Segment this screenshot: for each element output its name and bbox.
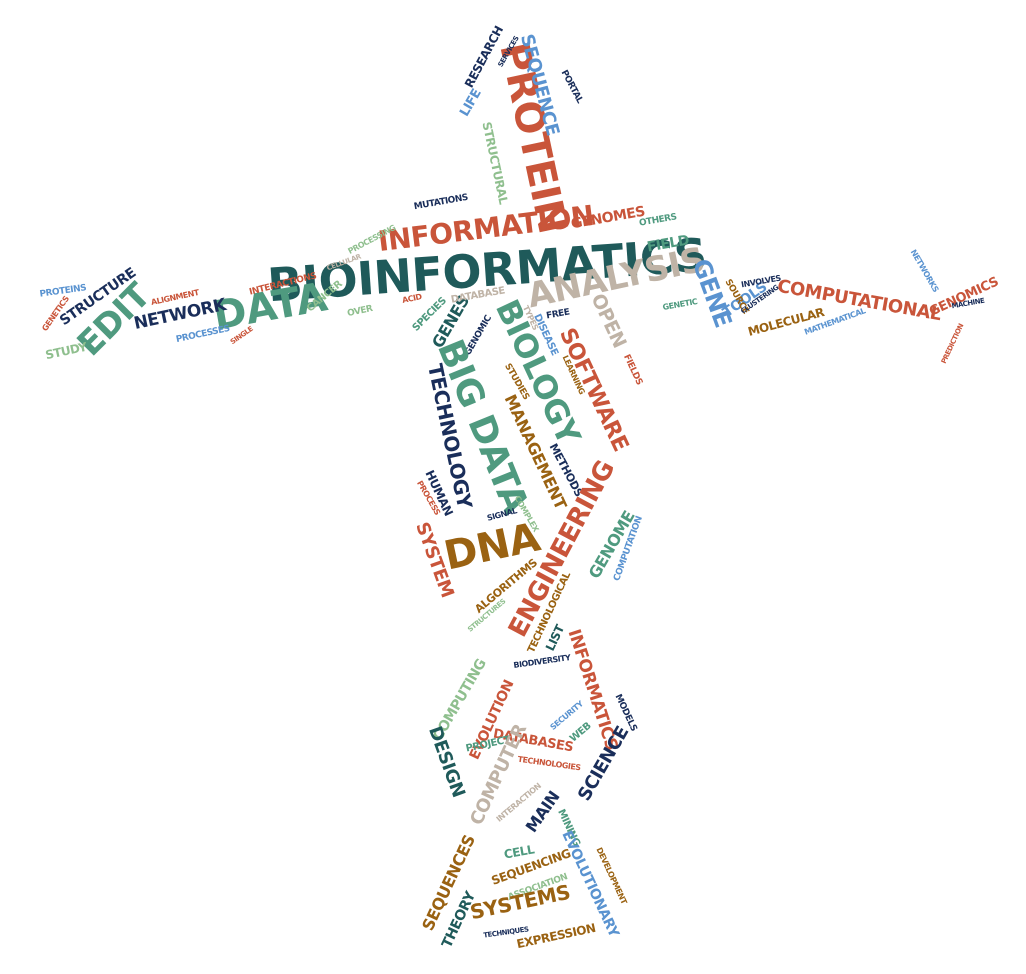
cloud-word: TECHNOLOGIES xyxy=(517,754,582,773)
cloud-word: MUTATIONS xyxy=(413,192,469,213)
cloud-word: PORTAL xyxy=(558,68,585,105)
cloud-word: DESIGN xyxy=(423,723,469,801)
cloud-word: GENOMICS xyxy=(927,274,1001,320)
cloud-word: CELL xyxy=(502,842,536,862)
cloud-word: OVER xyxy=(346,303,374,320)
cloud-word: LIFE xyxy=(457,86,485,120)
cloud-word: FREE xyxy=(545,307,571,322)
cloud-word: FIELDS xyxy=(621,353,644,387)
cloud-word: STUDY xyxy=(44,339,88,363)
cloud-word: GENETIC xyxy=(661,297,698,312)
cloud-word: OPEN xyxy=(586,290,631,352)
cloud-word: PROCESSES xyxy=(175,323,231,346)
cloud-word: NETWORKS xyxy=(908,247,941,294)
cloud-word: SEQUENCES xyxy=(418,832,479,934)
cloud-word: ACID xyxy=(401,292,423,305)
cloud-word: STRUCTURAL xyxy=(479,120,511,206)
cloud-word: WEB xyxy=(567,720,594,745)
cloud-word: PREDICTION xyxy=(939,322,966,365)
cloud-word: BIODIVERSITY xyxy=(512,653,571,670)
